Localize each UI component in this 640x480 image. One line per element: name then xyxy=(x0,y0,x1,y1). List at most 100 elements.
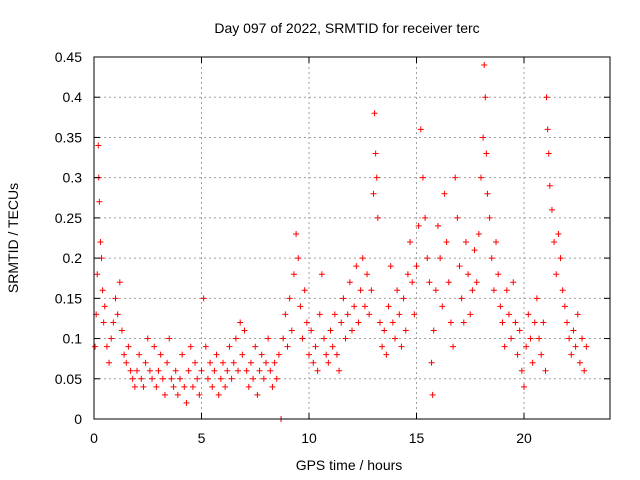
data-point xyxy=(546,182,553,189)
data-point xyxy=(220,359,226,366)
data-point xyxy=(164,359,171,366)
data-point xyxy=(531,319,538,326)
data-point xyxy=(211,367,218,374)
data-point xyxy=(177,375,183,382)
data-point xyxy=(543,94,550,101)
data-point xyxy=(413,263,420,270)
data-point xyxy=(295,255,302,262)
data-point xyxy=(389,319,396,326)
data-point xyxy=(497,303,504,310)
data-point xyxy=(192,359,199,366)
data-point xyxy=(243,367,250,374)
data-point xyxy=(404,271,411,278)
data-point xyxy=(516,327,523,334)
data-point xyxy=(409,279,416,286)
data-point xyxy=(441,190,448,197)
data-point xyxy=(374,214,381,221)
data-point xyxy=(92,343,99,350)
data-point xyxy=(483,150,490,157)
plot-frame xyxy=(93,56,611,420)
x-axis-label: GPS time / hours xyxy=(296,457,403,473)
data-point xyxy=(166,335,173,342)
grid-layer xyxy=(94,57,610,419)
data-point xyxy=(548,206,555,213)
x-tick-label: 15 xyxy=(409,430,425,446)
data-point xyxy=(157,351,164,358)
data-point xyxy=(373,174,380,181)
y-tick-label: 0.3 xyxy=(63,170,83,186)
data-point xyxy=(125,343,132,350)
data-point xyxy=(217,375,224,382)
data-point xyxy=(402,327,409,334)
data-point xyxy=(303,319,310,326)
data-point xyxy=(228,375,235,382)
data-point xyxy=(144,335,151,342)
data-point xyxy=(342,335,349,342)
data-point xyxy=(222,383,229,390)
data-point xyxy=(454,214,461,221)
data-point xyxy=(288,327,295,334)
data-point xyxy=(583,343,590,350)
data-point xyxy=(325,359,332,366)
data-point xyxy=(521,383,527,390)
data-point xyxy=(488,255,495,262)
data-point xyxy=(471,247,478,254)
data-point xyxy=(213,351,220,358)
data-point xyxy=(252,343,259,350)
data-point xyxy=(323,351,330,358)
data-point xyxy=(153,383,160,390)
data-point xyxy=(568,351,575,358)
chart-title: Day 097 of 2022, SRMTID for receiver ter… xyxy=(214,20,479,36)
data-point xyxy=(482,94,489,101)
data-point xyxy=(452,174,459,181)
data-point xyxy=(481,62,488,69)
data-point xyxy=(415,222,422,229)
data-point xyxy=(123,359,130,366)
data-point xyxy=(574,311,581,318)
data-point xyxy=(284,343,291,350)
data-point xyxy=(355,319,362,326)
data-point xyxy=(544,126,551,133)
data-point xyxy=(555,230,562,237)
data-point xyxy=(131,383,138,390)
data-point xyxy=(108,335,115,342)
data-point xyxy=(263,359,269,366)
data-point xyxy=(256,367,263,374)
data-point xyxy=(387,263,394,270)
data-point xyxy=(101,303,108,310)
data-point xyxy=(321,335,328,342)
data-point xyxy=(372,150,379,157)
data-point xyxy=(581,367,588,374)
data-point xyxy=(174,391,181,398)
data-point xyxy=(286,295,293,302)
data-point xyxy=(460,319,467,326)
data-point xyxy=(381,327,388,334)
data-point xyxy=(361,303,368,310)
data-point xyxy=(142,359,149,366)
data-point xyxy=(437,255,444,262)
y-tick-label: 0.35 xyxy=(55,129,82,145)
data-point xyxy=(456,263,463,270)
data-point xyxy=(364,271,371,278)
data-point xyxy=(411,311,418,318)
data-point xyxy=(432,287,439,294)
data-point xyxy=(346,279,353,286)
data-point xyxy=(538,351,545,358)
data-point xyxy=(480,134,487,141)
data-point xyxy=(570,327,577,334)
data-point xyxy=(527,335,534,342)
x-tick-label: 10 xyxy=(301,430,317,446)
data-point xyxy=(490,287,497,294)
data-point xyxy=(392,335,398,342)
data-point xyxy=(181,383,188,390)
data-point xyxy=(269,383,276,390)
data-point xyxy=(308,327,315,334)
data-point xyxy=(353,263,360,270)
data-point xyxy=(561,303,568,310)
data-point xyxy=(536,335,543,342)
data-point xyxy=(493,239,500,246)
data-point xyxy=(368,287,375,294)
data-point xyxy=(385,303,392,310)
data-point xyxy=(127,367,134,374)
data-point xyxy=(280,335,287,342)
